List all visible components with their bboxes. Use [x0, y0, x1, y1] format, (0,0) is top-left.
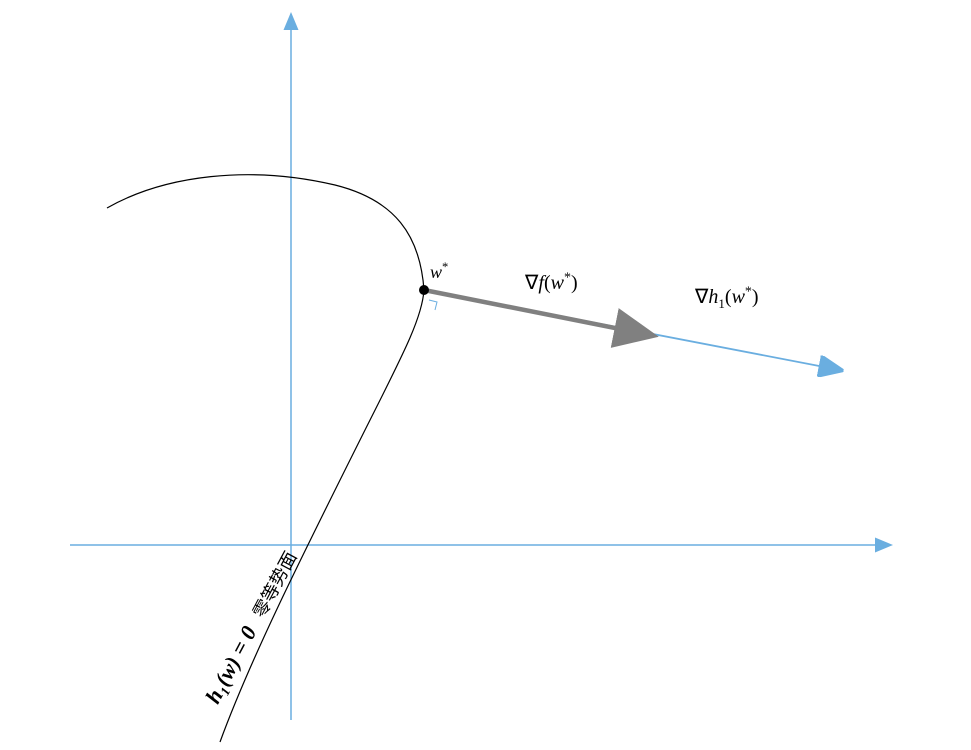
- constraint-curve: [107, 175, 424, 742]
- diagram-svg: [0, 0, 971, 750]
- w-star-label: w*: [430, 260, 448, 283]
- perpendicular-mark: [429, 300, 437, 310]
- grad-h1-label: ∇h1(w*): [695, 284, 759, 312]
- grad-f-label: ∇f(w*): [525, 270, 578, 295]
- point-w-star: [419, 285, 429, 295]
- grad-f-vector: [424, 290, 650, 335]
